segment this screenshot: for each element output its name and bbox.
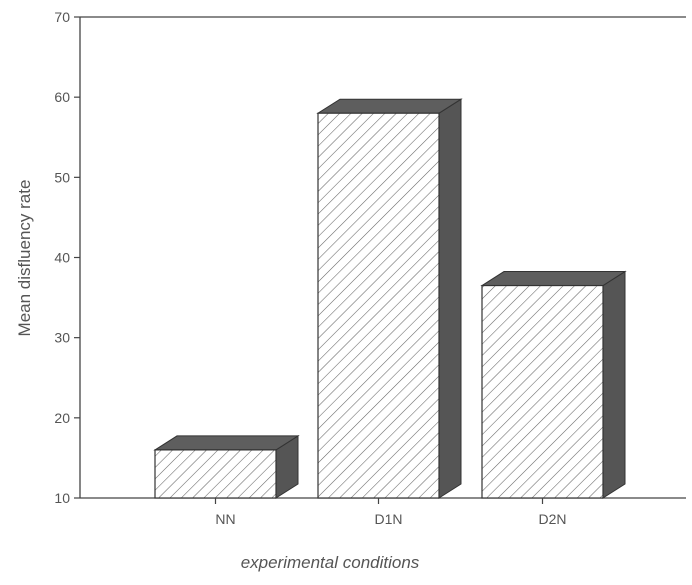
bar-front-face bbox=[154, 449, 277, 499]
x-category-label-d2n: D2N bbox=[538, 511, 566, 527]
x-category-label-d1n: D1N bbox=[374, 511, 402, 527]
y-tick-label: 60 bbox=[54, 89, 70, 105]
y-tick-label: 50 bbox=[54, 169, 70, 185]
y-tick-label: 20 bbox=[54, 410, 70, 426]
bar-nn bbox=[153, 434, 300, 499]
bars bbox=[153, 98, 627, 499]
y-tick-label: 10 bbox=[54, 490, 70, 506]
y-tick-label: 70 bbox=[54, 9, 70, 25]
bar-top-face bbox=[480, 271, 627, 287]
x-category-label-nn: NN bbox=[215, 511, 235, 527]
x-axis-category-labels: NN D1N D2N bbox=[214, 498, 567, 527]
y-tick-label: 40 bbox=[54, 250, 70, 266]
bar-top-face bbox=[153, 435, 300, 451]
bar-front-face bbox=[481, 284, 604, 499]
bar-d1n bbox=[316, 98, 463, 499]
bar-front-face bbox=[317, 112, 440, 499]
bar-top-face bbox=[316, 98, 463, 114]
y-axis-ticks: 10 20 30 40 50 60 70 bbox=[54, 9, 80, 506]
y-tick-label: 30 bbox=[54, 330, 70, 346]
bar-d2n bbox=[480, 270, 627, 499]
y-axis-title: Mean disfluency rate bbox=[15, 180, 34, 337]
x-axis-title: experimental conditions bbox=[241, 553, 420, 572]
bar-side-face bbox=[438, 98, 462, 499]
bar-side-face bbox=[602, 270, 626, 499]
